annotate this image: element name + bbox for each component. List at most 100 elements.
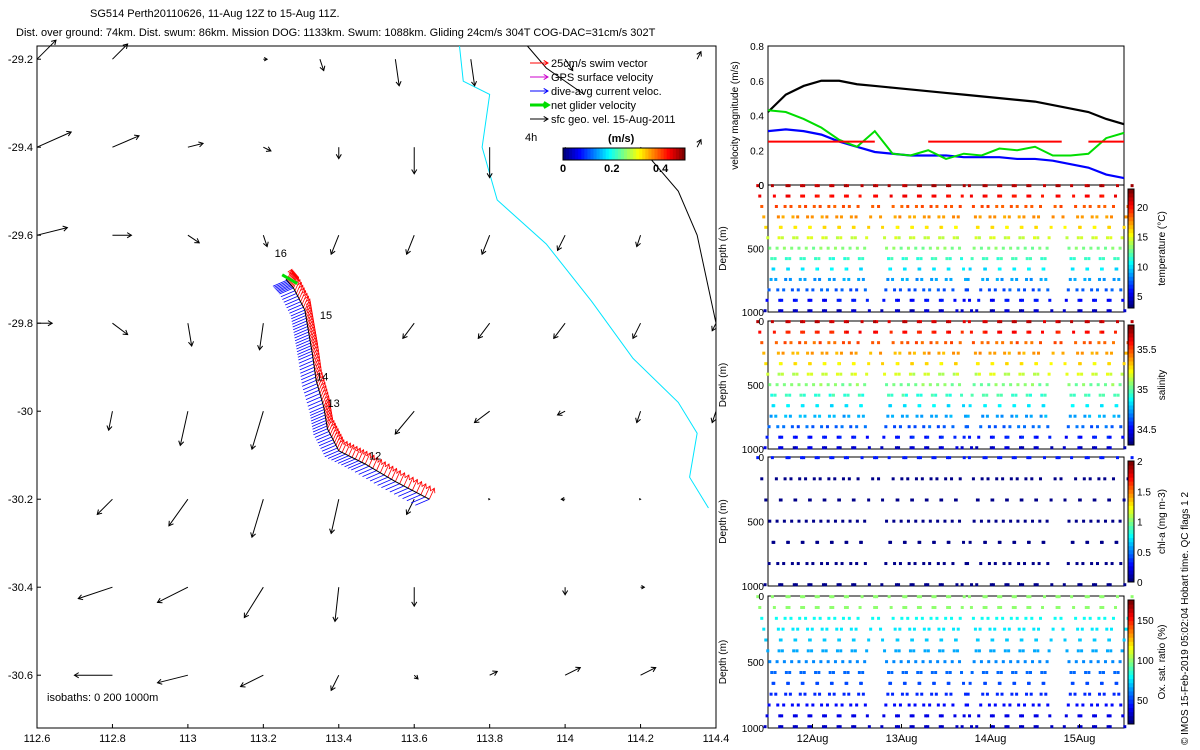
- geo-vector-64: [564, 666, 582, 676]
- dac-vector-74: [287, 304, 303, 311]
- colorbar-cell-sal-4: [1128, 425, 1134, 430]
- map-colorbar-cell-32: [660, 148, 665, 160]
- dac-vector-11: [369, 474, 385, 482]
- dac-vector-57: [297, 350, 313, 358]
- colorbar-cell-sal-11: [1128, 397, 1134, 402]
- geo-vector-0: [36, 39, 57, 60]
- colorbar-cell-oxy-1: [1128, 715, 1134, 721]
- colorbar-cell-oxy-3: [1128, 707, 1134, 713]
- map-colorbar-cell-3: [572, 148, 576, 160]
- colorbar-cell-sal-2: [1128, 433, 1134, 438]
- colorbar-cell-temp-26: [1128, 200, 1134, 206]
- geo-vector-55: [411, 587, 418, 608]
- colorbar-cell-chl-10: [1128, 537, 1134, 543]
- dac-vector-68: [292, 320, 307, 328]
- isobath-0m-north: [527, 45, 585, 95]
- geo-vector-45: [250, 499, 264, 539]
- colorbar-tick-temp-1: 10: [1137, 262, 1149, 273]
- colorbar-cell-sal-13: [1128, 389, 1134, 394]
- velocity-ytick-4: 0.8: [750, 42, 764, 53]
- colorbar-cell-temp-23: [1128, 212, 1134, 218]
- colorbar-cell-sal-27: [1128, 333, 1134, 338]
- colorbar-cell-temp-5: [1128, 284, 1134, 289]
- colorbar-cell-sal-14: [1128, 385, 1134, 390]
- dac-vector-6: [389, 485, 405, 493]
- legend-note: 4h: [525, 132, 537, 144]
- panel-points-oxy: [756, 595, 1134, 729]
- colorbar-cell-sal-18: [1128, 369, 1134, 374]
- panel-ytick-sal-2: 1000: [742, 445, 765, 456]
- dac-vector-63: [294, 334, 310, 342]
- map-ytick-label-5: -30.2: [8, 494, 33, 506]
- map-colorbar-cell-27: [645, 148, 649, 160]
- colorbar-cell-chl-8: [1128, 545, 1134, 551]
- dac-vector-25: [323, 447, 338, 455]
- panel-ytick-sal-0: 0: [758, 317, 764, 328]
- colorbar-cell-oxy-16: [1128, 653, 1134, 659]
- map-colorbar-tick-1: 0.2: [604, 163, 619, 175]
- dac-vector-38: [310, 411, 325, 419]
- dac-vector-81: [278, 286, 293, 294]
- geo-vector-32: [553, 322, 566, 340]
- dac-vector-69: [292, 317, 307, 325]
- map-colorbar-cell-22: [630, 148, 634, 160]
- colorbar-cell-chl-17: [1128, 509, 1134, 514]
- geo-vector-62: [413, 674, 419, 680]
- geo-vector-18: [112, 232, 133, 239]
- colorbar-cell-chl-27: [1128, 469, 1134, 474]
- dac-vector-34: [312, 422, 327, 430]
- map-colorbar-cell-25: [639, 148, 643, 160]
- colorbar-cell-temp-9: [1128, 268, 1134, 273]
- dac-vector-36: [311, 417, 326, 425]
- map-colorbar-cell-4: [575, 148, 579, 160]
- swim-vector-40: [323, 395, 330, 407]
- map-colorbar-cell-7: [584, 148, 588, 160]
- map-colorbar-cell-10: [593, 148, 598, 160]
- map-xtick-label-6: 113.8: [476, 733, 503, 745]
- velocity-ytick-0: 0: [758, 181, 764, 192]
- map-colorbar-tick-0: 0: [560, 163, 566, 175]
- geo-vector-21: [329, 235, 340, 256]
- geo-vector-42: [710, 411, 717, 424]
- velocity-ytick-2: 0.4: [750, 112, 764, 123]
- legend-entry-3: net glider velocity: [551, 100, 636, 112]
- legend-entry-2: dive-avg current veloc.: [551, 86, 662, 98]
- colorbar-cell-chl-15: [1128, 517, 1134, 522]
- dac-vector-75: [286, 301, 301, 309]
- geo-vector-58: [73, 672, 113, 679]
- colorbar-cell-oxy-6: [1128, 695, 1134, 700]
- dac-vector-33: [312, 425, 328, 433]
- dac-vector-54: [299, 360, 314, 367]
- dac-vector-72: [290, 309, 305, 317]
- colorbar-cell-chl-29: [1128, 461, 1134, 466]
- colorbar-tick-sal-0: 34.5: [1137, 425, 1157, 436]
- panel-ytick-oxy-2: 1000: [742, 724, 765, 735]
- dac-vector-45: [304, 389, 320, 397]
- colorbar-tick-temp-3: 20: [1137, 203, 1149, 214]
- colorbar-tick-chl-0: 0: [1137, 578, 1143, 589]
- dac-vector-66: [293, 326, 308, 333]
- swim-vector-11: [383, 463, 391, 476]
- geo-vector-31: [477, 322, 491, 340]
- map-xtick-label-0: 112.6: [24, 733, 51, 745]
- geo-vector-43: [96, 498, 113, 516]
- map-colorbar-cell-35: [669, 148, 674, 160]
- legend-marker-0: [530, 59, 549, 67]
- colorbar-tick-chl-1: 0.5: [1137, 548, 1151, 559]
- legend-entry-4: sfc geo. vel. 15-Aug-2011: [551, 114, 676, 126]
- swim-vector-44: [319, 381, 326, 394]
- geo-vector-7: [696, 50, 702, 60]
- dac-vector-0: [415, 498, 430, 506]
- map-colorbar-cell-12: [599, 148, 604, 160]
- geo-vector-5: [470, 59, 478, 87]
- dac-vector-78: [282, 293, 297, 300]
- colorbar-cell-chl-16: [1128, 513, 1134, 518]
- colorbar-cell-oxy-11: [1128, 674, 1134, 680]
- geo-vector-47: [405, 498, 415, 516]
- colorbar-cell-chl-3: [1128, 565, 1134, 571]
- geo-vector-4: [394, 59, 402, 87]
- geo-vector-19: [187, 234, 201, 244]
- map-colorbar-cell-20: [624, 148, 628, 160]
- geo-vector-65: [640, 666, 657, 676]
- colorbar-cell-sal-0: [1128, 441, 1134, 446]
